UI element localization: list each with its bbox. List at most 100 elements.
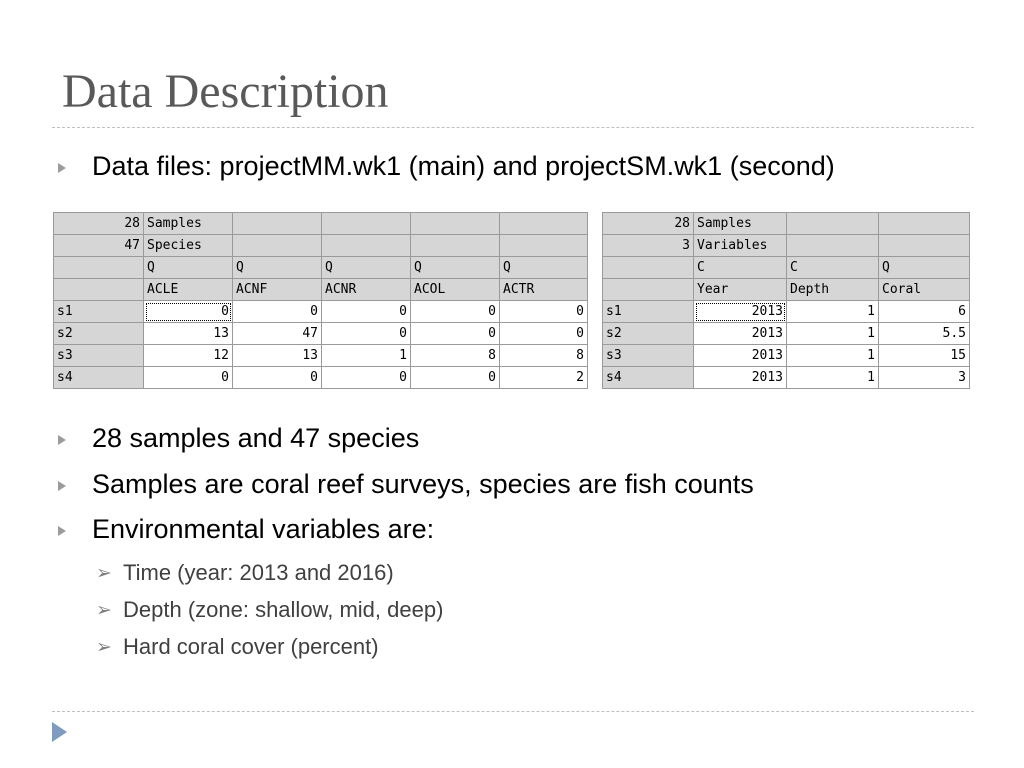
sheet-cell[interactable]: 13	[232, 344, 322, 367]
sheet-cell[interactable]: 2013	[693, 344, 787, 367]
sheet-cell[interactable]: Samples	[693, 212, 787, 235]
sheet-cell[interactable]: ACOL	[410, 278, 500, 301]
sheet-cell[interactable]	[878, 234, 970, 257]
sheet-cell[interactable]: 0	[143, 366, 233, 389]
sheet-cell[interactable]	[499, 234, 588, 257]
table-row: ACLE ACNF ACNR ACOL ACTR	[53, 278, 588, 301]
sheet-cell[interactable]	[53, 278, 144, 301]
sheet-cell-selected[interactable]: 0	[143, 300, 233, 323]
triangle-bullet-icon	[58, 163, 66, 173]
triangle-bullet-icon	[58, 481, 66, 491]
table-row: s2 2013 1 5.5	[602, 322, 970, 345]
top-divider	[52, 127, 974, 128]
table-row: s1 2013 1 6	[602, 300, 970, 323]
sheet-cell[interactable]: 1	[786, 300, 879, 323]
play-icon[interactable]	[52, 722, 67, 742]
sheet-cell[interactable]: Year	[693, 278, 787, 301]
sheet-cell[interactable]: 2013	[693, 366, 787, 389]
sheet-cell[interactable]: s2	[53, 322, 144, 345]
table-row: s3 2013 1 15	[602, 344, 970, 367]
sheet-cell[interactable]: s4	[53, 366, 144, 389]
sheet-cell[interactable]: ACNF	[232, 278, 322, 301]
sheet-cell[interactable]: Q	[878, 256, 970, 279]
sheet-cell[interactable]: 0	[321, 366, 411, 389]
sheet-cell[interactable]: ACNR	[321, 278, 411, 301]
sheet-cell[interactable]: 13	[143, 322, 233, 345]
sheet-cell[interactable]: Q	[143, 256, 233, 279]
table-row: 47 Species	[53, 234, 588, 257]
sheet-cell[interactable]: 3	[878, 366, 970, 389]
sheet-cell[interactable]: Variables	[693, 234, 787, 257]
sheet-cell[interactable]: 15	[878, 344, 970, 367]
sheet-cell[interactable]: 2	[499, 366, 588, 389]
sheet-cell[interactable]: s3	[53, 344, 144, 367]
table-row: s2 13 47 0 0 0	[53, 322, 588, 345]
sheet-cell[interactable]: s2	[602, 322, 694, 345]
sheet-cell[interactable]: 0	[410, 322, 500, 345]
sheet-cell[interactable]: Q	[499, 256, 588, 279]
sheet-cell[interactable]: 28	[602, 212, 694, 235]
sheet-cell[interactable]: 1	[321, 344, 411, 367]
sheet-cell[interactable]: 28	[53, 212, 144, 235]
sub-bullet-coral: Hard coral cover (percent)	[123, 634, 379, 659]
table-row: 28 Samples	[53, 212, 588, 235]
sheet-cell[interactable]	[786, 234, 879, 257]
sheet-cell[interactable]	[232, 212, 322, 235]
sheet-cell[interactable]: Q	[232, 256, 322, 279]
sheet-cell[interactable]: 47	[53, 234, 144, 257]
sheet-cell[interactable]: 3	[602, 234, 694, 257]
sheet-cell[interactable]: 8	[410, 344, 500, 367]
sheet-cell-selected[interactable]: 2013	[693, 300, 787, 323]
sheet-cell[interactable]: C	[786, 256, 879, 279]
sheet-cell[interactable]: 0	[321, 322, 411, 345]
table-row: s4 0 0 0 0 2	[53, 366, 588, 389]
sheet-cell[interactable]	[321, 234, 411, 257]
sheet-cell[interactable]: 0	[499, 300, 588, 323]
sheet-cell[interactable]	[499, 212, 588, 235]
table-row: 3 Variables	[602, 234, 970, 257]
sheet-cell[interactable]: Coral	[878, 278, 970, 301]
sheet-cell[interactable]: 2013	[693, 322, 787, 345]
sheet-cell[interactable]: 1	[786, 344, 879, 367]
sheet-cell[interactable]: 1	[786, 322, 879, 345]
sheet-cell[interactable]: s4	[602, 366, 694, 389]
sheet-cell[interactable]: Q	[321, 256, 411, 279]
sheet-cell[interactable]: 47	[232, 322, 322, 345]
table-row: s4 2013 1 3	[602, 366, 970, 389]
sheet-cell[interactable]: 0	[410, 366, 500, 389]
sheet-cell[interactable]	[232, 234, 322, 257]
sheet-cell[interactable]: ACTR	[499, 278, 588, 301]
sheet-cell[interactable]	[878, 212, 970, 235]
sheet-cell[interactable]: 0	[321, 300, 411, 323]
second-data-sheet: 28 Samples 3 Variables C C Q Year Depth …	[602, 212, 970, 389]
bullet-env-variables: Environmental variables are:	[92, 514, 435, 544]
sheet-cell[interactable]: Samples	[143, 212, 233, 235]
sheet-cell[interactable]: Q	[410, 256, 500, 279]
arrow-bullet-icon: ➢	[96, 636, 112, 658]
sheet-cell[interactable]: C	[693, 256, 787, 279]
sheet-cell[interactable]	[53, 256, 144, 279]
sheet-cell[interactable]: 1	[786, 366, 879, 389]
sheet-cell[interactable]: 6	[878, 300, 970, 323]
sheet-cell[interactable]: 0	[499, 322, 588, 345]
sheet-cell[interactable]: Depth	[786, 278, 879, 301]
sheet-cell[interactable]	[410, 212, 500, 235]
slide-title: Data Description	[62, 65, 389, 118]
sheet-cell[interactable]: 0	[232, 300, 322, 323]
sheet-cell[interactable]: ACLE	[143, 278, 233, 301]
sheet-cell[interactable]: 8	[499, 344, 588, 367]
sheet-cell[interactable]	[410, 234, 500, 257]
sheet-cell[interactable]: 0	[410, 300, 500, 323]
sheet-cell[interactable]: Species	[143, 234, 233, 257]
sheet-cell[interactable]	[602, 256, 694, 279]
sheet-cell[interactable]: 0	[232, 366, 322, 389]
sheet-cell[interactable]: s3	[602, 344, 694, 367]
table-row: 28 Samples	[602, 212, 970, 235]
sheet-cell[interactable]	[786, 212, 879, 235]
sheet-cell[interactable]: 5.5	[878, 322, 970, 345]
sheet-cell[interactable]	[602, 278, 694, 301]
sheet-cell[interactable]: 12	[143, 344, 233, 367]
sheet-cell[interactable]: s1	[53, 300, 144, 323]
sheet-cell[interactable]: s1	[602, 300, 694, 323]
sheet-cell[interactable]	[321, 212, 411, 235]
